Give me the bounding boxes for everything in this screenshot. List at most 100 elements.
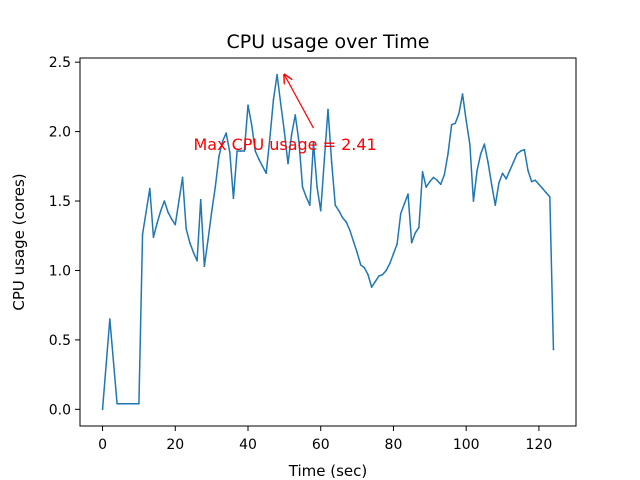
data-point	[225, 132, 227, 134]
data-point	[538, 183, 540, 186]
y-tick-label: 2.5	[49, 55, 71, 71]
data-point	[527, 169, 529, 172]
y-axis-label: CPU usage (cores)	[10, 173, 28, 310]
data-point	[359, 264, 362, 266]
data-point	[254, 150, 257, 152]
x-tick-label: 40	[239, 437, 257, 453]
data-point	[465, 119, 467, 122]
data-point	[494, 204, 497, 206]
data-point	[447, 153, 449, 155]
data-point	[294, 114, 297, 116]
data-point	[410, 241, 413, 244]
data-point	[374, 280, 377, 283]
data-point	[290, 133, 293, 136]
x-tick-label: 100	[453, 437, 480, 453]
data-point	[243, 150, 246, 152]
data-point	[432, 176, 435, 179]
data-point	[403, 203, 406, 205]
data-point	[490, 183, 493, 186]
data-point	[516, 153, 518, 155]
y-tick-label: 0.0	[49, 402, 71, 418]
data-point	[192, 251, 195, 254]
data-point	[414, 232, 417, 234]
axes-frame	[79, 57, 577, 427]
data-point	[178, 200, 180, 202]
data-point	[436, 179, 438, 181]
data-point	[370, 286, 373, 288]
y-tick-label: 1.5	[49, 194, 71, 210]
data-point	[399, 212, 402, 215]
x-tick-label: 60	[312, 437, 330, 453]
data-point	[330, 161, 333, 163]
data-point	[319, 209, 322, 212]
data-point	[367, 273, 369, 276]
data-point	[181, 176, 184, 179]
data-point	[363, 266, 366, 269]
data-point	[381, 273, 384, 276]
data-point	[265, 172, 267, 175]
data-point	[407, 193, 409, 195]
data-point	[501, 172, 504, 175]
data-point	[545, 191, 547, 194]
data-point	[338, 209, 340, 212]
data-point	[214, 186, 217, 188]
data-point	[221, 140, 224, 143]
annotation-arrow	[284, 75, 314, 129]
data-point	[454, 122, 457, 125]
data-point	[378, 275, 380, 277]
data-point	[534, 179, 537, 181]
data-point	[519, 150, 522, 152]
data-point	[167, 211, 169, 213]
data-point	[232, 197, 235, 200]
series-line-0	[101, 73, 555, 410]
data-point	[530, 180, 533, 183]
data-point	[123, 402, 126, 405]
data-point	[392, 253, 395, 255]
data-point	[196, 259, 198, 262]
y-tick-label: 0.5	[49, 333, 71, 349]
data-point	[323, 158, 326, 161]
data-point	[349, 229, 351, 231]
data-point	[479, 153, 482, 155]
data-point	[450, 123, 453, 126]
data-point	[109, 318, 111, 320]
data-point	[207, 239, 209, 241]
data-point	[174, 223, 177, 226]
max-annotation: Max CPU usage = 2.41	[193, 75, 377, 154]
x-tick-label: 80	[385, 437, 403, 453]
data-point	[541, 187, 544, 190]
data-point	[138, 402, 140, 405]
data-point	[512, 161, 515, 163]
data-point	[396, 243, 398, 245]
x-axis-ticks: 0 20 40 60 80 100 120	[98, 426, 552, 453]
data-point	[523, 148, 526, 151]
data-point	[159, 209, 162, 212]
data-point	[247, 104, 249, 107]
data-point	[156, 222, 158, 225]
x-tick-label: 120	[526, 437, 553, 453]
y-axis-ticks: 0.0 0.5 1.0 1.5 2.0 2.5	[49, 55, 80, 418]
annotation-text: Max CPU usage = 2.41	[193, 135, 376, 154]
data-point	[236, 150, 238, 152]
data-point	[298, 140, 300, 143]
y-tick-label: 1.0	[49, 263, 71, 279]
data-point	[276, 73, 278, 76]
plot-area: 0 20 40 60 80 100 120 0.0 0.5 1.0 1.5 2.0 2.5 Max C…	[49, 55, 577, 453]
data-point	[389, 262, 391, 265]
data-point	[309, 204, 311, 206]
data-point	[345, 221, 347, 223]
data-point	[141, 233, 144, 236]
data-point	[250, 123, 253, 126]
data-point	[316, 186, 318, 188]
data-point	[261, 165, 264, 168]
data-point	[239, 150, 242, 152]
data-point	[149, 187, 151, 190]
data-point	[421, 171, 424, 173]
data-point	[210, 211, 213, 213]
data-point	[327, 108, 329, 111]
data-marks	[101, 73, 555, 411]
data-point	[279, 103, 282, 105]
x-axis-label: Time (sec)	[288, 462, 367, 480]
data-point	[476, 169, 478, 172]
